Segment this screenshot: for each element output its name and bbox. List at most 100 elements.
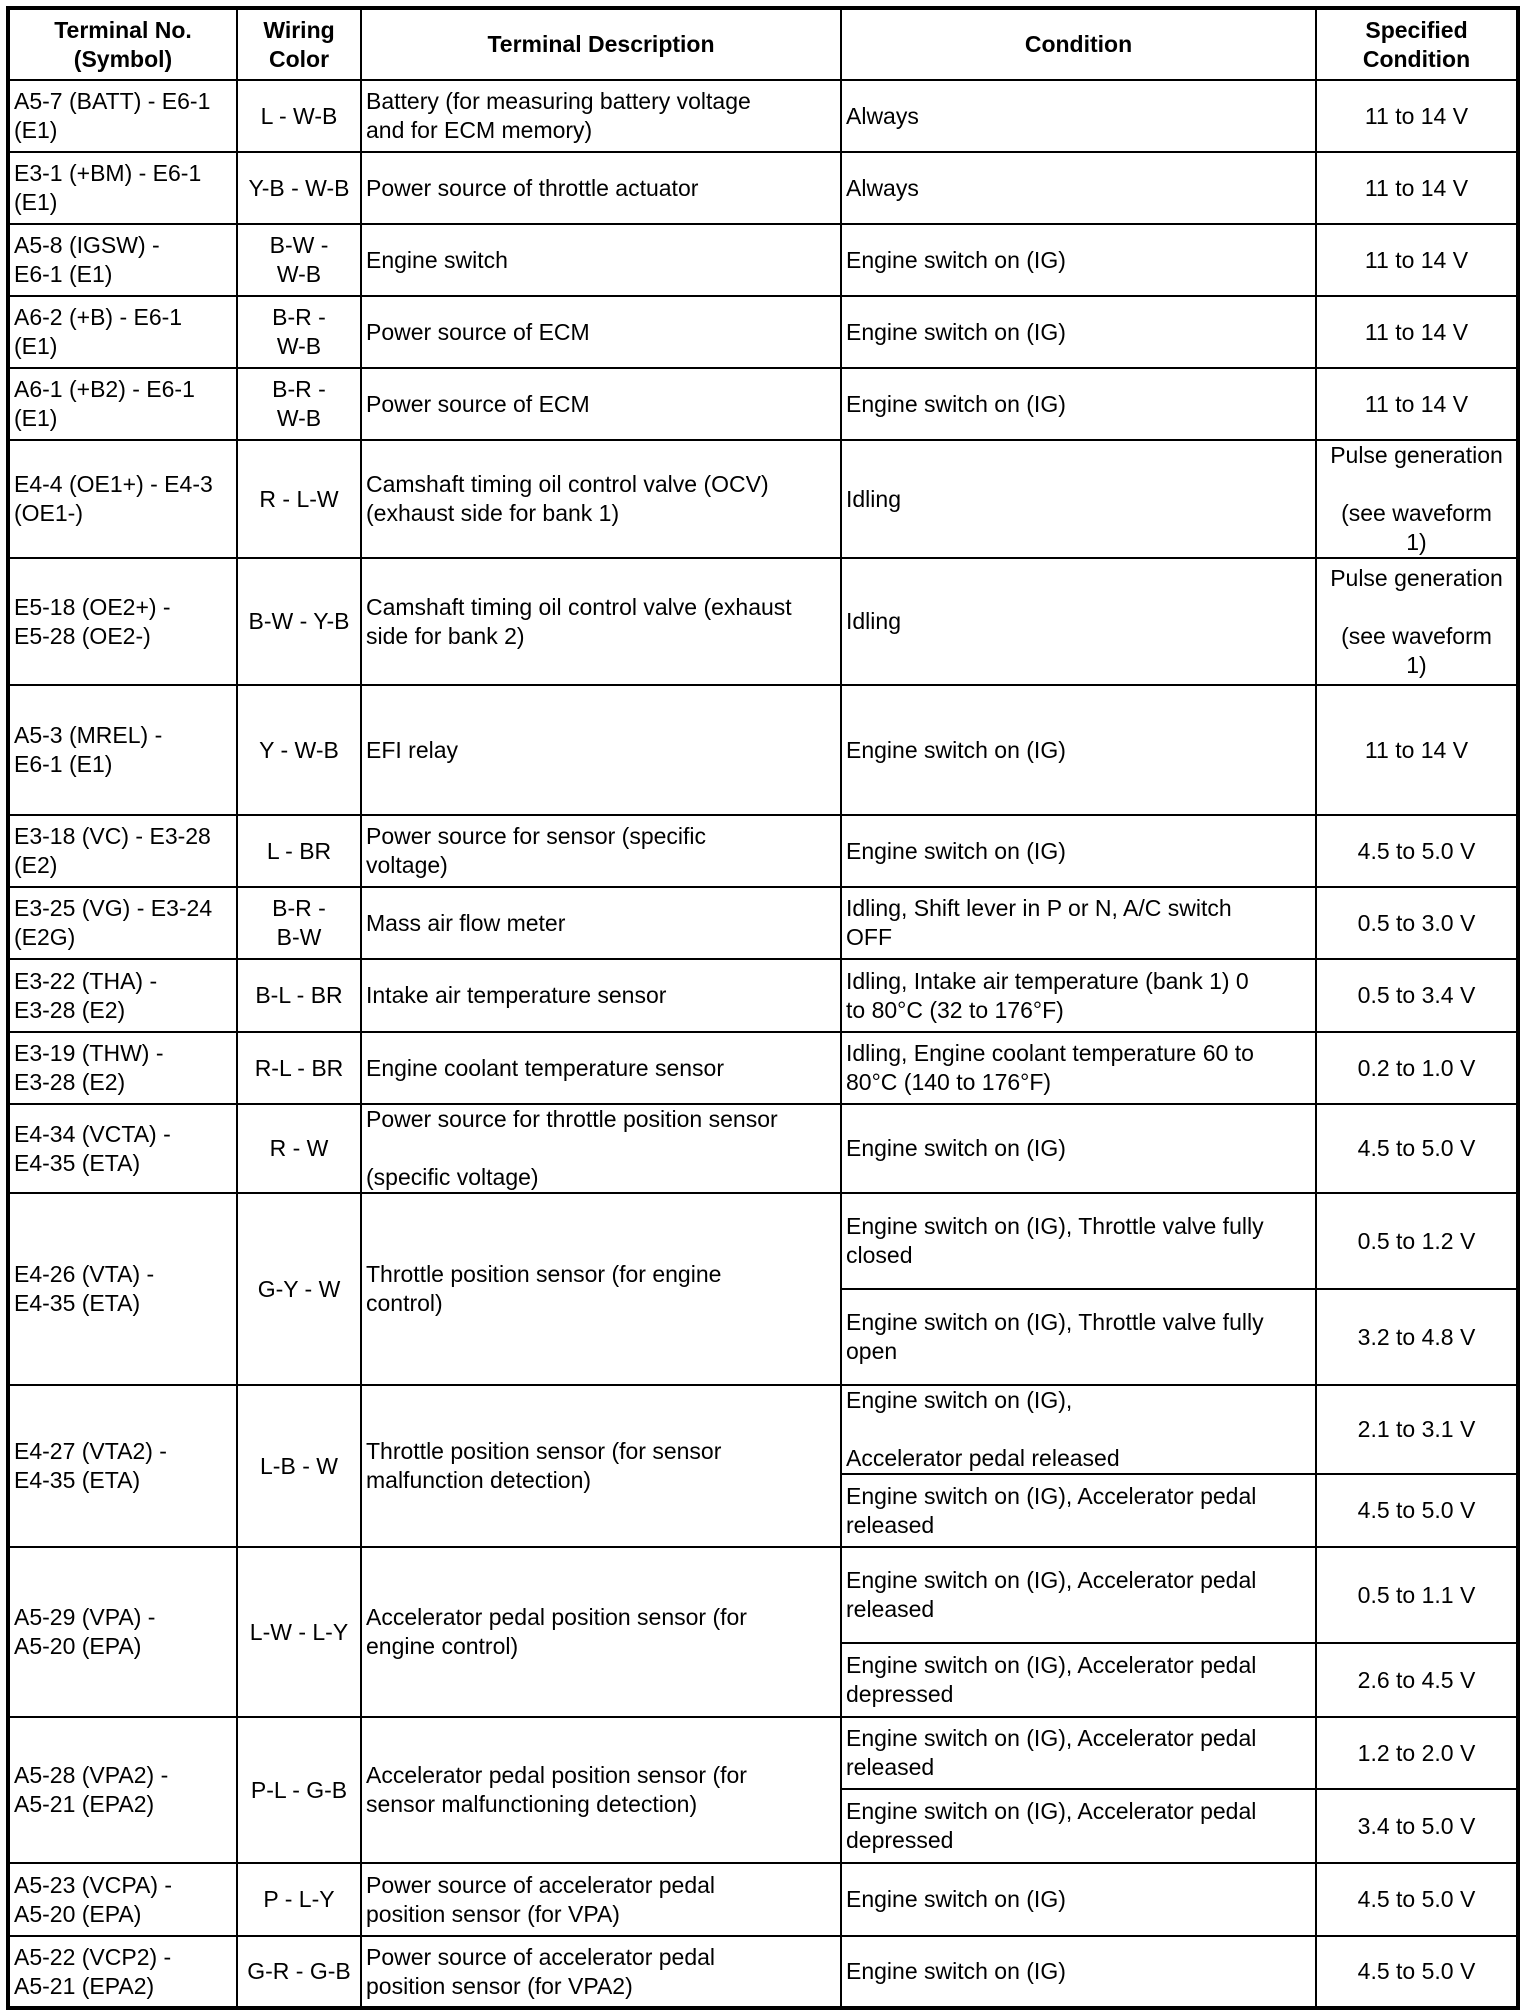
table-row: E4-27 (VTA2) - E4-35 (ETA) L-B - W Throttl… xyxy=(7,1384,1519,1548)
condition-cell: Idling, Shift lever in P or N, A/C switc… xyxy=(840,886,1317,960)
specified-condition-cell: 11 to 14 V xyxy=(1315,367,1519,441)
table-row: E4-4 (OE1+) - E4-3 (OE1-) R - L-W Camshaft… xyxy=(7,439,1519,559)
wiring-color-cell: G-Y - W xyxy=(236,1192,362,1386)
table-row: A5-29 (VPA) - A5-20 (EPA) L-W - L-Y Accele… xyxy=(7,1546,1519,1718)
terminal-cell: A5-29 (VPA) - A5-20 (EPA) xyxy=(7,1546,238,1718)
table-row: E4-34 (VCTA) - E4-35 (ETA) R - W Power sou… xyxy=(7,1103,1519,1194)
condition-cell: Engine switch on (IG) xyxy=(840,684,1317,816)
description-cell: EFI relay xyxy=(360,684,842,816)
description-cell: Battery (for measuring battery voltage a… xyxy=(360,79,842,153)
header-condition: Condition xyxy=(840,7,1317,81)
table-row: E5-18 (OE2+) - E5-28 (OE2-) B-W - Y-B Cams… xyxy=(7,557,1519,686)
specified-condition-cell: 4.5 to 5.0 V xyxy=(1315,1103,1519,1194)
condition-cell: Engine switch on (IG), Accelerator pedal… xyxy=(840,1546,1317,1644)
condition-cell: Engine switch on (IG), Accelerator pedal… xyxy=(840,1642,1317,1718)
terminal-cell: E4-26 (VTA) - E4-35 (ETA) xyxy=(7,1192,238,1386)
condition-cell: Engine switch on (IG) xyxy=(840,223,1317,297)
specified-condition-cell: 4.5 to 5.0 V xyxy=(1315,1935,1519,2009)
description-cell: Power source for sensor (specific voltag… xyxy=(360,814,842,888)
specified-condition-cell: 0.2 to 1.0 V xyxy=(1315,1031,1519,1105)
specified-condition-cell: 3.2 to 4.8 V xyxy=(1315,1288,1519,1386)
condition-cell: Engine switch on (IG), Throttle valve fu… xyxy=(840,1192,1317,1290)
description-cell: Power source of ECM xyxy=(360,367,842,441)
table-row: E3-22 (THA) - E3-28 (E2) B-L - BR Intake a… xyxy=(7,958,1519,1033)
specified-condition-cell: 3.4 to 5.0 V xyxy=(1315,1788,1519,1864)
terminal-cell: A5-7 (BATT) - E6-1 (E1) xyxy=(7,79,238,153)
terminal-cell: E4-34 (VCTA) - E4-35 (ETA) xyxy=(7,1103,238,1194)
description-cell: Throttle position sensor (for sensor mal… xyxy=(360,1384,842,1548)
description-cell: Mass air flow meter xyxy=(360,886,842,960)
terminal-cell: E3-25 (VG) - E3-24 (E2G) xyxy=(7,886,238,960)
table-row: E3-25 (VG) - E3-24 (E2G) B-R - B-W Mass ai… xyxy=(7,886,1519,960)
wiring-color-cell: G-R - G-B xyxy=(236,1935,362,2009)
table-row: Engine switch on (IG), Accelerator pedal… xyxy=(8,1642,1519,1718)
specified-condition-cell: Pulse generation (see waveform 1) xyxy=(1315,439,1519,559)
specified-condition-cell: 11 to 14 V xyxy=(1315,79,1519,153)
terminal-cell: E4-27 (VTA2) - E4-35 (ETA) xyxy=(7,1384,238,1548)
wiring-color-cell: R-L - BR xyxy=(236,1031,362,1105)
terminal-cell: E4-4 (OE1+) - E4-3 (OE1-) xyxy=(7,439,238,559)
wiring-color-cell: P - L-Y xyxy=(236,1862,362,1937)
description-cell: Power source of accelerator pedal positi… xyxy=(360,1935,842,2009)
table-body: A5-7 (BATT) - E6-1 (E1) L - W-B Battery (f… xyxy=(7,79,1519,2009)
wiring-color-cell: L - BR xyxy=(236,814,362,888)
description-cell: Camshaft timing oil control valve (OCV) … xyxy=(360,439,842,559)
table-row: A6-2 (+B) - E6-1 (E1) B-R - W-B Power sour… xyxy=(7,295,1519,369)
terminal-cell: E3-22 (THA) - E3-28 (E2) xyxy=(7,958,238,1033)
condition-cell: Engine switch on (IG), Accelerator pedal… xyxy=(840,1788,1317,1864)
header-description: Terminal Description xyxy=(360,7,842,81)
description-cell: Engine coolant temperature sensor xyxy=(360,1031,842,1105)
wiring-color-cell: B-R - W-B xyxy=(236,295,362,369)
wiring-color-cell: L-B - W xyxy=(236,1384,362,1548)
description-cell: Accelerator pedal position sensor (for s… xyxy=(360,1716,842,1864)
condition-cell: Idling xyxy=(840,439,1317,559)
description-cell: Power source for throttle position senso… xyxy=(360,1103,842,1194)
specified-condition-cell: 2.1 to 3.1 V xyxy=(1315,1384,1519,1475)
specified-condition-cell: Pulse generation (see waveform 1) xyxy=(1315,557,1519,686)
table-row: A5-22 (VCP2) - A5-21 (EPA2) G-R - G-B Powe… xyxy=(7,1935,1519,2009)
table-row: A5-23 (VCPA) - A5-20 (EPA) P - L-Y Power s… xyxy=(7,1862,1519,1937)
table-row: E3-18 (VC) - E3-28 (E2) L - BR Power sourc… xyxy=(7,814,1519,888)
terminal-cell: E5-18 (OE2+) - E5-28 (OE2-) xyxy=(7,557,238,686)
specified-condition-cell: 0.5 to 3.0 V xyxy=(1315,886,1519,960)
condition-cell: Idling, Engine coolant temperature 60 to… xyxy=(840,1031,1317,1105)
terminal-cell: E3-18 (VC) - E3-28 (E2) xyxy=(7,814,238,888)
terminal-cell: A6-1 (+B2) - E6-1 (E1) xyxy=(7,367,238,441)
table-row: A5-3 (MREL) - E6-1 (E1) Y - W-B EFI relay E… xyxy=(7,684,1519,816)
specified-condition-cell: 0.5 to 3.4 V xyxy=(1315,958,1519,1033)
wiring-color-cell: Y - W-B xyxy=(236,684,362,816)
condition-cell: Engine switch on (IG) xyxy=(840,1862,1317,1937)
header-terminal: Terminal No. (Symbol) xyxy=(7,7,238,81)
table-row: A5-7 (BATT) - E6-1 (E1) L - W-B Battery (f… xyxy=(7,79,1519,153)
description-cell: Power source of throttle actuator xyxy=(360,151,842,225)
header-specified: Specified Condition xyxy=(1315,7,1519,81)
table-row: A5-8 (IGSW) - E6-1 (E1) B-W - W-B Engine s… xyxy=(7,223,1519,297)
specified-condition-cell: 11 to 14 V xyxy=(1315,223,1519,297)
wiring-color-cell: R - W xyxy=(236,1103,362,1194)
table-row: Engine switch on (IG), Throttle valve fu… xyxy=(8,1288,1519,1386)
table-row: E3-19 (THW) - E3-28 (E2) R-L - BR Engine c… xyxy=(7,1031,1519,1105)
condition-cell: Engine switch on (IG) xyxy=(840,295,1317,369)
terminal-cell: A5-22 (VCP2) - A5-21 (EPA2) xyxy=(7,1935,238,2009)
condition-cell: Idling, Intake air temperature (bank 1) … xyxy=(840,958,1317,1033)
wiring-color-cell: L - W-B xyxy=(236,79,362,153)
table-row: E3-1 (+BM) - E6-1 (E1) Y-B - W-B Power sou… xyxy=(7,151,1519,225)
terminal-cell: A5-23 (VCPA) - A5-20 (EPA) xyxy=(7,1862,238,1937)
terminal-cell: E3-1 (+BM) - E6-1 (E1) xyxy=(7,151,238,225)
condition-cell: Idling xyxy=(840,557,1317,686)
table-row: E4-26 (VTA) - E4-35 (ETA) G-Y - W Throttle… xyxy=(7,1192,1519,1386)
description-cell: Throttle position sensor (for engine con… xyxy=(360,1192,842,1386)
condition-cell: Engine switch on (IG) xyxy=(840,814,1317,888)
specified-condition-cell: 2.6 to 4.5 V xyxy=(1315,1642,1519,1718)
wiring-color-cell: B-R - B-W xyxy=(236,886,362,960)
condition-cell: Engine switch on (IG), Accelerator pedal… xyxy=(840,1384,1317,1475)
wiring-color-cell: B-R - W-B xyxy=(236,367,362,441)
description-cell: Intake air temperature sensor xyxy=(360,958,842,1033)
specified-condition-cell: 4.5 to 5.0 V xyxy=(1315,1862,1519,1937)
specified-condition-cell: 4.5 to 5.0 V xyxy=(1315,814,1519,888)
table-row: A5-28 (VPA2) - A5-21 (EPA2) P-L - G-B Acce… xyxy=(7,1716,1519,1864)
table-row: A6-1 (+B2) - E6-1 (E1) B-R - W-B Power sou… xyxy=(7,367,1519,441)
terminal-cell: A5-8 (IGSW) - E6-1 (E1) xyxy=(7,223,238,297)
description-cell: Accelerator pedal position sensor (for e… xyxy=(360,1546,842,1718)
condition-cell: Engine switch on (IG) xyxy=(840,1103,1317,1194)
